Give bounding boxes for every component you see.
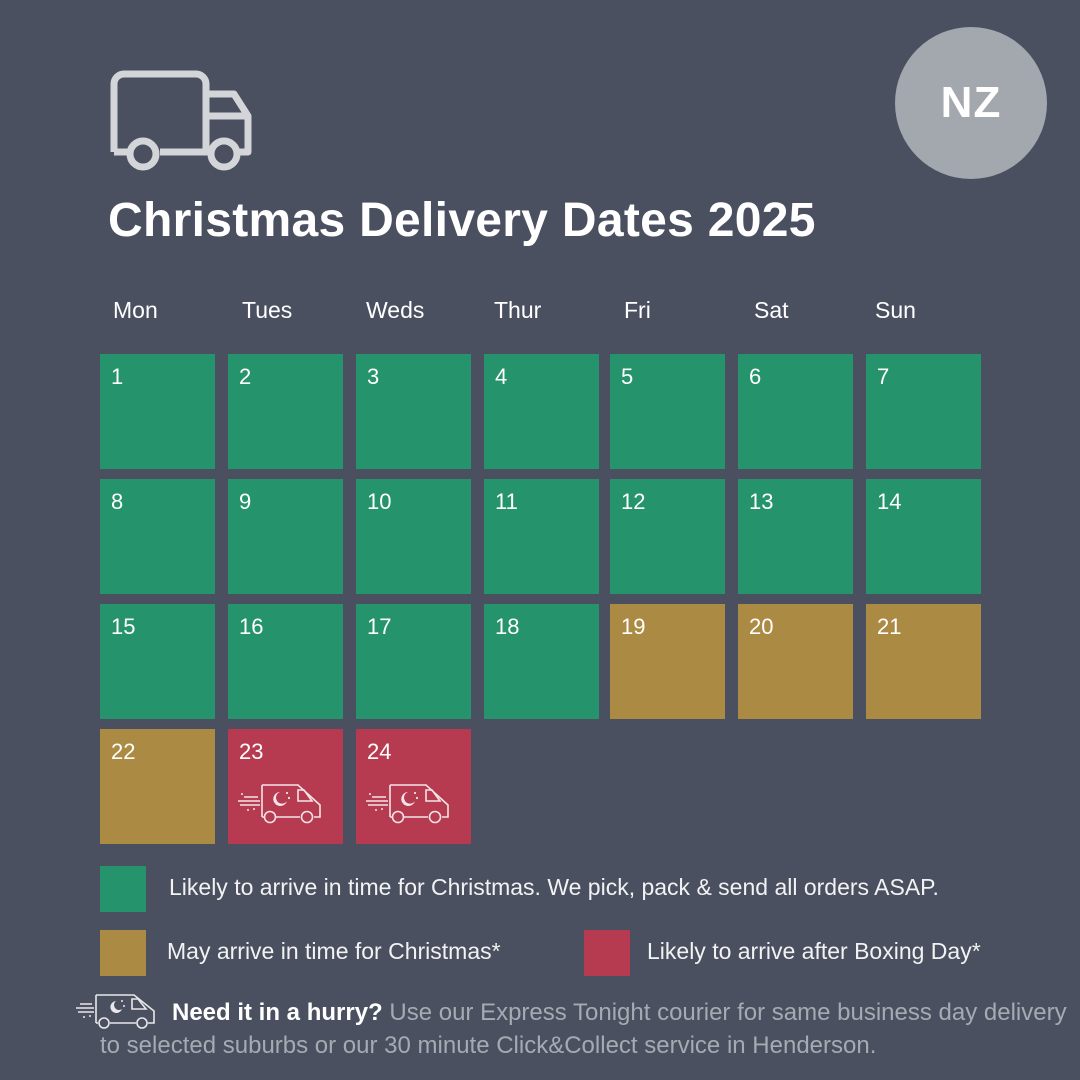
day-number: 16 [239, 614, 264, 639]
calendar-day-24: 24 [356, 729, 471, 844]
calendar-day-16: 16 [228, 604, 343, 719]
day-number: 17 [367, 614, 392, 639]
calendar-day-3: 3 [356, 354, 471, 469]
legend-swatch-gold [100, 930, 146, 976]
region-badge: NZ [895, 27, 1047, 179]
calendar-day-2: 2 [228, 354, 343, 469]
calendar-day-10: 10 [356, 479, 471, 594]
page-title: Christmas Delivery Dates 2025 [108, 194, 816, 247]
legend-swatch-red [584, 930, 630, 976]
delivery-truck-icon [110, 70, 252, 171]
footer-text: Use our Express Tonight courier for same… [100, 999, 1067, 1059]
day-number: 9 [239, 489, 252, 514]
weekday-tues: Tues [242, 297, 293, 323]
day-number: 22 [111, 739, 136, 764]
calendar-day-14: 14 [866, 479, 981, 594]
weekday-sun: Sun [875, 297, 916, 323]
footer-lead: Need it in a hurry? [172, 999, 383, 1026]
legend-after-boxing-day: Likely to arrive after Boxing Day* [647, 938, 981, 964]
weekday-sat: Sat [754, 297, 789, 323]
express-night-van-icon [76, 994, 155, 1029]
calendar-day-7: 7 [866, 354, 981, 469]
day-number: 14 [877, 489, 902, 514]
legend-may-arrive: May arrive in time for Christmas* [167, 938, 501, 964]
day-number: 21 [877, 614, 902, 639]
calendar-day-8: 8 [100, 479, 215, 594]
day-number: 12 [621, 489, 646, 514]
day-number: 1 [111, 364, 124, 389]
footer-note: Need it in a hurry? Use our Express Toni… [100, 996, 1080, 1062]
legend-likely-on-time: Likely to arrive in time for Christmas. … [169, 874, 939, 900]
weekday-mon: Mon [113, 297, 158, 323]
calendar-day-13: 13 [738, 479, 853, 594]
day-number: 18 [495, 614, 520, 639]
day-number: 3 [367, 364, 380, 389]
day-number: 6 [749, 364, 762, 389]
calendar-day-23: 23 [228, 729, 343, 844]
calendar-day-11: 11 [484, 479, 599, 594]
day-number: 11 [495, 489, 518, 514]
calendar-day-21: 21 [866, 604, 981, 719]
calendar-day-5: 5 [610, 354, 725, 469]
express-night-van-icon [366, 784, 449, 824]
weekday-fri: Fri [624, 297, 651, 323]
weekday-thur: Thur [494, 297, 542, 323]
calendar-day-6: 6 [738, 354, 853, 469]
day-number: 2 [239, 364, 252, 389]
day-number: 23 [239, 739, 264, 764]
express-night-van-icon [238, 784, 321, 824]
day-number: 5 [621, 364, 634, 389]
day-number: 10 [367, 489, 392, 514]
calendar-day-9: 9 [228, 479, 343, 594]
calendar-day-22: 22 [100, 729, 215, 844]
calendar-day-12: 12 [610, 479, 725, 594]
day-number: 8 [111, 489, 124, 514]
day-number: 7 [877, 364, 890, 389]
calendar-day-1: 1 [100, 354, 215, 469]
weekday-weds: Weds [366, 297, 425, 323]
legend-swatch-green [100, 866, 146, 912]
calendar-day-17: 17 [356, 604, 471, 719]
day-number: 20 [749, 614, 774, 639]
day-number: 13 [749, 489, 774, 514]
calendar-day-18: 18 [484, 604, 599, 719]
day-number: 19 [621, 614, 646, 639]
calendar-day-15: 15 [100, 604, 215, 719]
day-number: 4 [495, 364, 508, 389]
day-number: 24 [367, 739, 392, 764]
day-number: 15 [111, 614, 136, 639]
calendar-day-20: 20 [738, 604, 853, 719]
calendar-day-4: 4 [484, 354, 599, 469]
calendar-day-19: 19 [610, 604, 725, 719]
